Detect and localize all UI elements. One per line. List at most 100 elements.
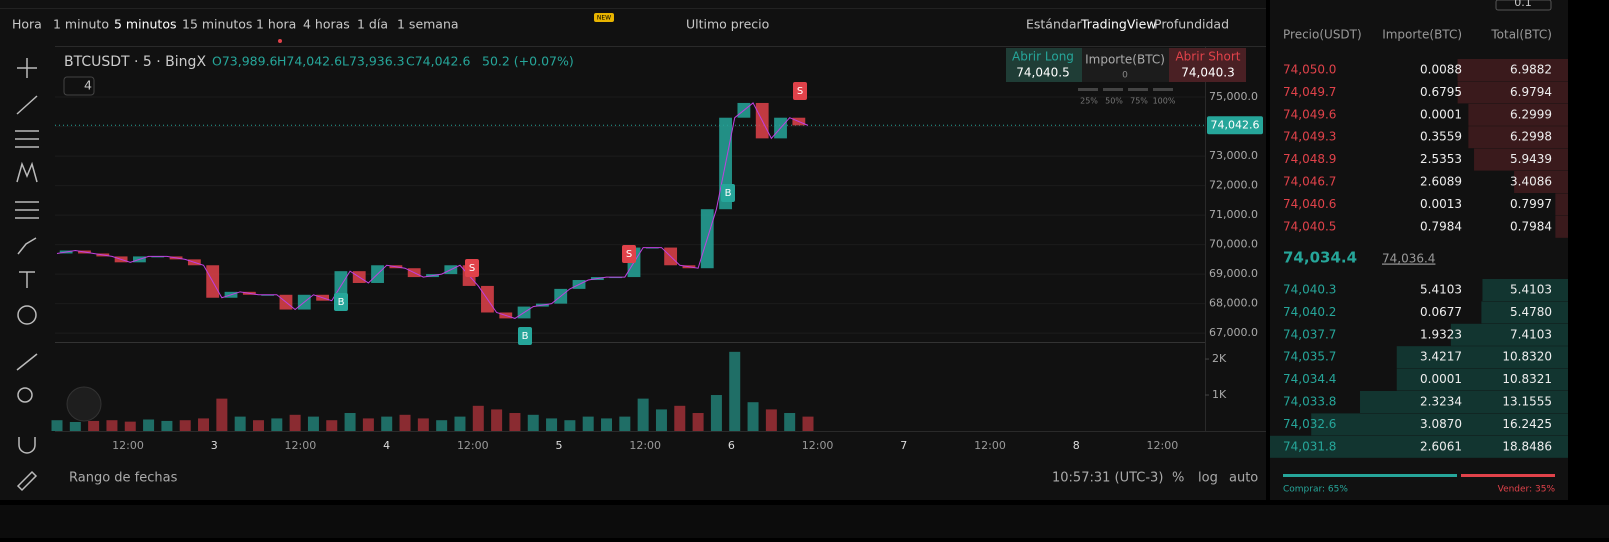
volume-bar bbox=[51, 420, 63, 431]
projection-tool[interactable] bbox=[15, 201, 39, 219]
volume-bar bbox=[601, 418, 613, 431]
scale-option[interactable]: % bbox=[1172, 471, 1184, 486]
percent-bar bbox=[1103, 88, 1123, 91]
x-tick-label: 4 bbox=[383, 439, 390, 452]
volume-bar bbox=[436, 420, 448, 431]
orderbook-cell: 2.3234 bbox=[1420, 395, 1462, 409]
orderbook-cell: 74,046.7 bbox=[1283, 175, 1336, 189]
percent-option[interactable]: 75% bbox=[1130, 97, 1148, 106]
column-header: Precio(USDT) bbox=[1283, 28, 1362, 42]
divider bbox=[1205, 46, 1206, 432]
orderbook-cell: 0.7984 bbox=[1510, 219, 1552, 233]
orderbook-cell: 74,035.7 bbox=[1283, 350, 1336, 364]
orderbook-cell: 74,049.6 bbox=[1283, 107, 1336, 121]
fib-tool[interactable] bbox=[15, 130, 39, 148]
interval-button[interactable]: 5 minutos bbox=[114, 17, 176, 32]
volume-bar bbox=[692, 413, 704, 431]
volume-bar bbox=[637, 398, 649, 431]
amount-box[interactable] bbox=[1082, 48, 1169, 82]
last-price-label: 74,042.6 bbox=[1211, 118, 1260, 131]
depth-bar bbox=[1474, 148, 1568, 171]
depth-bar bbox=[1514, 171, 1568, 193]
brush-tool[interactable] bbox=[17, 237, 37, 255]
new-badge bbox=[594, 13, 614, 22]
volume-bar bbox=[509, 413, 521, 431]
interval-button[interactable]: 1 hora bbox=[256, 17, 296, 32]
percent-option[interactable]: 25% bbox=[1080, 97, 1098, 106]
orderbook-cell: 0.3559 bbox=[1420, 130, 1462, 144]
ruler-tool[interactable] bbox=[16, 353, 38, 371]
sell-button[interactable] bbox=[1169, 48, 1246, 82]
percent-bar bbox=[1128, 88, 1148, 91]
interval-button[interactable]: Hora bbox=[12, 17, 42, 32]
orderbook-cell: 0.0013 bbox=[1420, 197, 1462, 211]
volume-bar bbox=[454, 416, 466, 431]
emoji-tool[interactable] bbox=[17, 305, 37, 325]
depth-bar bbox=[1482, 279, 1568, 301]
percent-option[interactable]: 50% bbox=[1105, 97, 1123, 106]
orderbook-cell: 6.9882 bbox=[1510, 63, 1552, 77]
date-range[interactable]: Rango de fechas bbox=[69, 471, 178, 486]
signal-label: S bbox=[626, 249, 632, 260]
moving-average bbox=[56, 102, 809, 319]
text-tool[interactable] bbox=[19, 271, 35, 288]
y-tick-label: 75,000.0 bbox=[1209, 90, 1258, 103]
orderbook-cell: 18.8486 bbox=[1502, 439, 1552, 453]
interval-button[interactable]: 15 minutos bbox=[182, 17, 252, 32]
volume-bar bbox=[362, 418, 374, 431]
signal-label: S bbox=[797, 86, 803, 97]
volume-bar bbox=[546, 418, 558, 431]
volume-bar bbox=[252, 420, 264, 431]
zoom-tool[interactable] bbox=[17, 387, 33, 403]
price-type-select[interactable]: Ultimo precio bbox=[686, 17, 769, 32]
volume-bar bbox=[802, 416, 814, 431]
lock-tool[interactable] bbox=[16, 470, 38, 492]
volume-bar bbox=[619, 416, 631, 431]
ohlc-value: O73,989.6 bbox=[212, 54, 278, 69]
signal-marker bbox=[793, 82, 807, 100]
mark-price: 74,036.4 bbox=[1382, 252, 1435, 266]
orderbook-cell: 0.6795 bbox=[1420, 85, 1462, 99]
scale-option[interactable]: auto bbox=[1229, 471, 1258, 486]
indicator-toggle[interactable] bbox=[63, 76, 95, 96]
volume-bar bbox=[381, 416, 393, 431]
orderbook-cell: 5.4103 bbox=[1420, 283, 1462, 297]
scale-option[interactable]: log bbox=[1198, 471, 1218, 486]
buy-button[interactable] bbox=[1006, 48, 1082, 82]
percent-option[interactable]: 100% bbox=[1153, 97, 1176, 106]
volume-bar bbox=[655, 409, 667, 431]
interval-button[interactable]: 1 día bbox=[357, 17, 388, 32]
interval-button[interactable]: 1 minuto bbox=[53, 17, 109, 32]
orderbook-cell: 2.5353 bbox=[1420, 152, 1462, 166]
orderbook-cell: 74,049.7 bbox=[1283, 85, 1336, 99]
view-tab[interactable]: TradingView bbox=[1080, 17, 1157, 32]
drawing-tools bbox=[15, 58, 39, 492]
interval-button[interactable]: 4 horas bbox=[303, 17, 350, 32]
x-tick-label: 6 bbox=[728, 439, 735, 452]
sell-price: 74,040.3 bbox=[1181, 66, 1234, 80]
view-tab[interactable]: Profundidad bbox=[1154, 17, 1229, 32]
magnet-tool[interactable] bbox=[18, 437, 36, 454]
orderbook-cell: 6.2998 bbox=[1510, 130, 1552, 144]
orderbook-cell: 0.0001 bbox=[1420, 372, 1462, 386]
divider bbox=[55, 342, 1205, 343]
x-tick-label: 3 bbox=[211, 439, 218, 452]
divider bbox=[55, 431, 1266, 432]
size-value: 0.1 bbox=[1514, 0, 1532, 9]
y-tick-label: 67,000.0 bbox=[1209, 326, 1258, 339]
size-select[interactable] bbox=[1495, 0, 1552, 11]
x-tick-label: 8 bbox=[1073, 439, 1080, 452]
orderbook-cell: 74,034.4 bbox=[1283, 372, 1336, 386]
interval-button[interactable]: 1 semana bbox=[397, 17, 459, 32]
orderbook-cell: 5.4780 bbox=[1510, 305, 1552, 319]
view-tab[interactable]: Estándar bbox=[1026, 17, 1082, 32]
volume-bar bbox=[289, 414, 301, 431]
volume-bar bbox=[216, 398, 228, 431]
crosshair-tool[interactable] bbox=[17, 58, 37, 78]
depth-bar bbox=[1396, 368, 1568, 391]
line-tool[interactable] bbox=[16, 95, 38, 115]
pattern-tool[interactable] bbox=[16, 161, 38, 183]
divider bbox=[55, 46, 1266, 47]
x-tick-label: 5 bbox=[556, 439, 563, 452]
